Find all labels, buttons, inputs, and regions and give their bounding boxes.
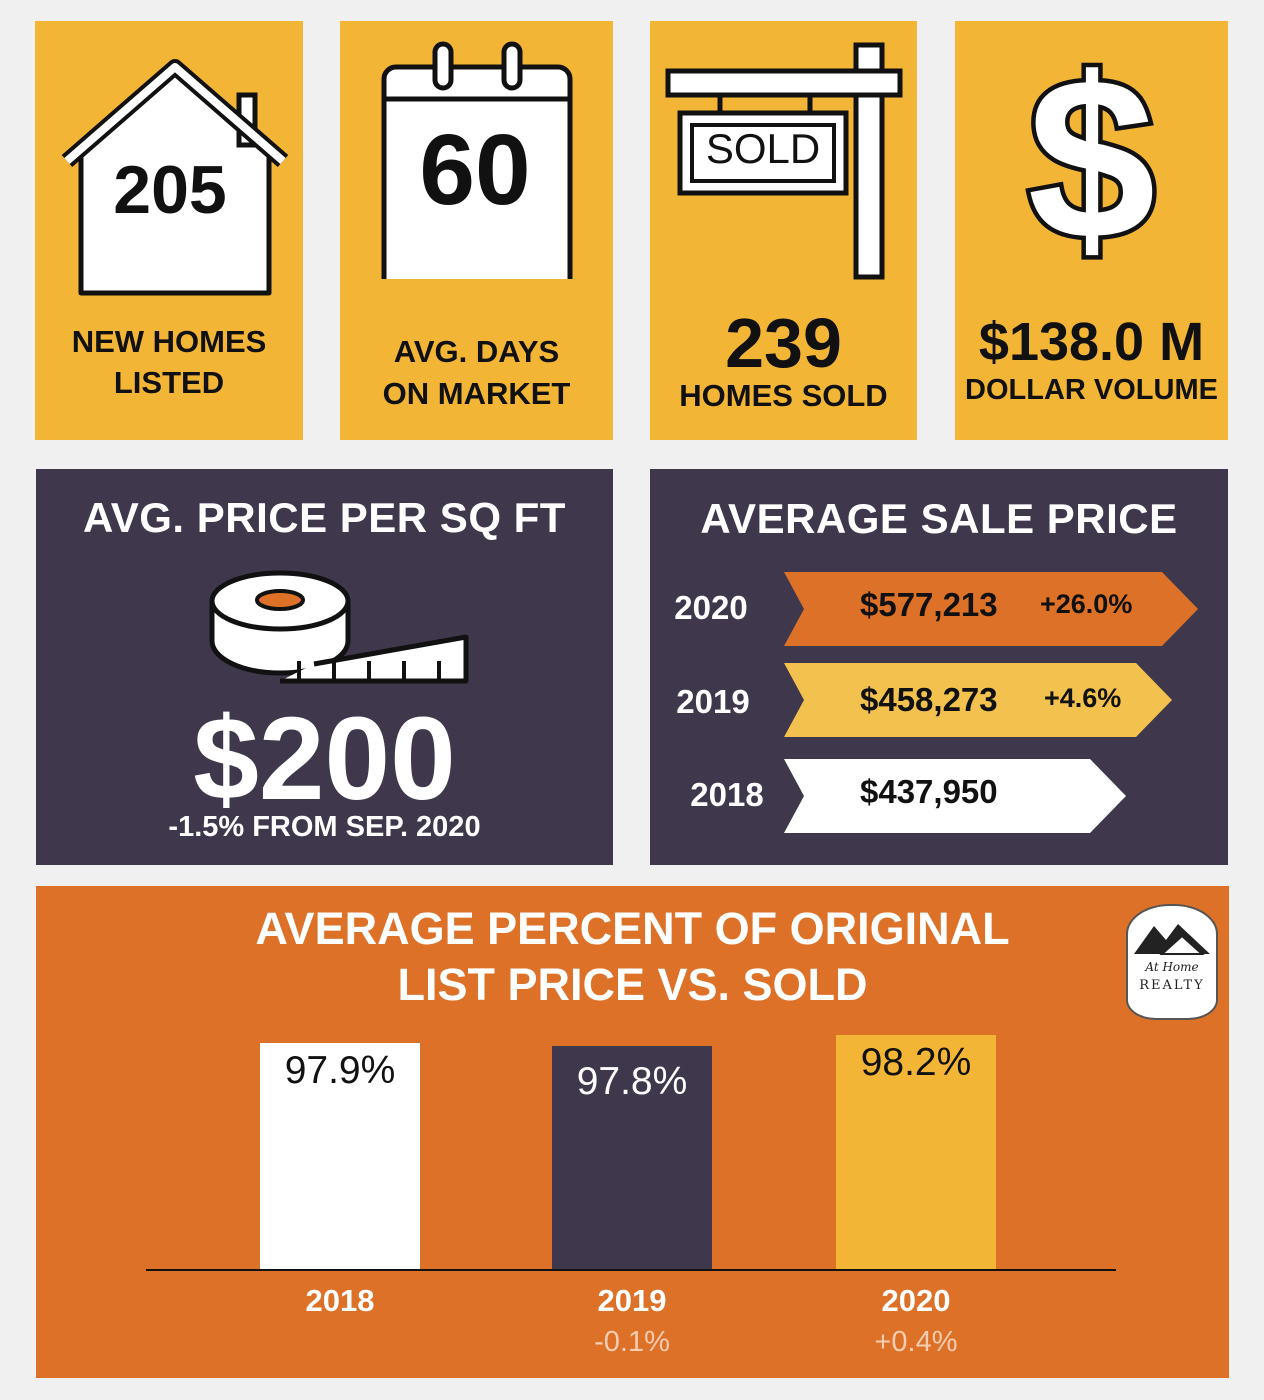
homes-sold-label: HOMES SOLD: [679, 378, 888, 413]
price-per-sqft-value: $200: [193, 693, 456, 825]
price-per-sqft-change: -1.5% FROM SEP. 2020: [168, 811, 481, 843]
sale-arrow-2018: [784, 759, 1126, 833]
sale-arrow-2019: [784, 663, 1172, 737]
new-homes-label-2: LISTED: [113, 365, 225, 400]
new-homes-label-1: NEW HOMES: [71, 324, 267, 359]
bar-2018: 97.9%: [260, 1043, 420, 1269]
x-change-2019: -0.1%: [594, 1326, 670, 1358]
average-sale-price-panel: AVERAGE SALE PRICE 2020 $577,213 +26.0% …: [650, 469, 1228, 865]
x-change-2020: +0.4%: [874, 1326, 958, 1358]
bar-value-label-2020: 98.2%: [860, 1041, 972, 1084]
list-vs-sold-title-1: AVERAGE PERCENT OF ORIGINAL: [255, 903, 1010, 954]
chart-axis: [146, 1269, 1116, 1271]
sale-change-2020: +26.0%: [1040, 589, 1133, 619]
list-vs-sold-panel: AVERAGE PERCENT OF ORIGINAL LIST PRICE V…: [36, 886, 1229, 1378]
days-on-market-value: 60: [419, 114, 531, 226]
logo-text-1: At Home: [1145, 960, 1199, 974]
dollar-volume-tile: $ $138.0 M DOLLAR VOLUME: [955, 21, 1228, 440]
dollar-icon: $: [1023, 30, 1160, 287]
sale-year-2019: 2019: [676, 683, 750, 720]
x-tick-2019: 2019: [597, 1283, 667, 1318]
homes-sold-tile: SOLD 239 HOMES SOLD: [650, 21, 917, 440]
sale-year-2018: 2018: [690, 776, 764, 813]
sold-sign-text: SOLD: [705, 125, 821, 172]
sale-price-2019: $458,273: [860, 681, 998, 718]
bar-value-label-2019: 97.8%: [576, 1060, 688, 1103]
x-tick-2020: 2020: [881, 1283, 951, 1318]
homes-sold-value: 239: [725, 304, 842, 382]
calendar-icon: [381, 41, 573, 279]
at-home-realty-logo: At Home REALTY: [1126, 904, 1218, 1020]
dollar-volume-value: $138.0 M: [978, 312, 1205, 372]
sale-arrow-2020: [784, 572, 1198, 646]
days-label-1: AVG. DAYS: [393, 334, 560, 369]
list-vs-sold-title-2: LIST PRICE VS. SOLD: [397, 959, 868, 1010]
dollar-volume-label: DOLLAR VOLUME: [965, 374, 1218, 406]
price-per-sqft-panel: AVG. PRICE PER SQ FT $200 -1.5% FROM SEP…: [36, 469, 613, 865]
sale-price-2018: $437,950: [860, 773, 998, 810]
average-sale-price-title: AVERAGE SALE PRICE: [700, 495, 1178, 542]
mountain-house-icon: [1134, 924, 1210, 955]
tape-measure-icon: [209, 570, 469, 684]
bar-2019: 97.8%: [552, 1046, 712, 1269]
bar-value-label-2018: 97.9%: [284, 1049, 396, 1092]
bar-2020: 98.2%: [836, 1035, 996, 1269]
sale-change-2019: +4.6%: [1044, 683, 1122, 713]
days-on-market-tile: 60 AVG. DAYS ON MARKET: [340, 21, 613, 440]
sale-year-2020: 2020: [674, 589, 748, 626]
days-label-2: ON MARKET: [382, 376, 571, 411]
x-tick-2018: 2018: [305, 1283, 375, 1318]
price-per-sqft-title: AVG. PRICE PER SQ FT: [83, 494, 566, 541]
new-homes-value: 205: [113, 152, 227, 228]
house-icon: [61, 59, 289, 296]
sale-price-2020: $577,213: [860, 586, 998, 623]
sold-sign-icon: [665, 42, 903, 280]
logo-text-2: REALTY: [1139, 978, 1205, 993]
new-homes-tile: 205 NEW HOMES LISTED: [35, 21, 303, 440]
